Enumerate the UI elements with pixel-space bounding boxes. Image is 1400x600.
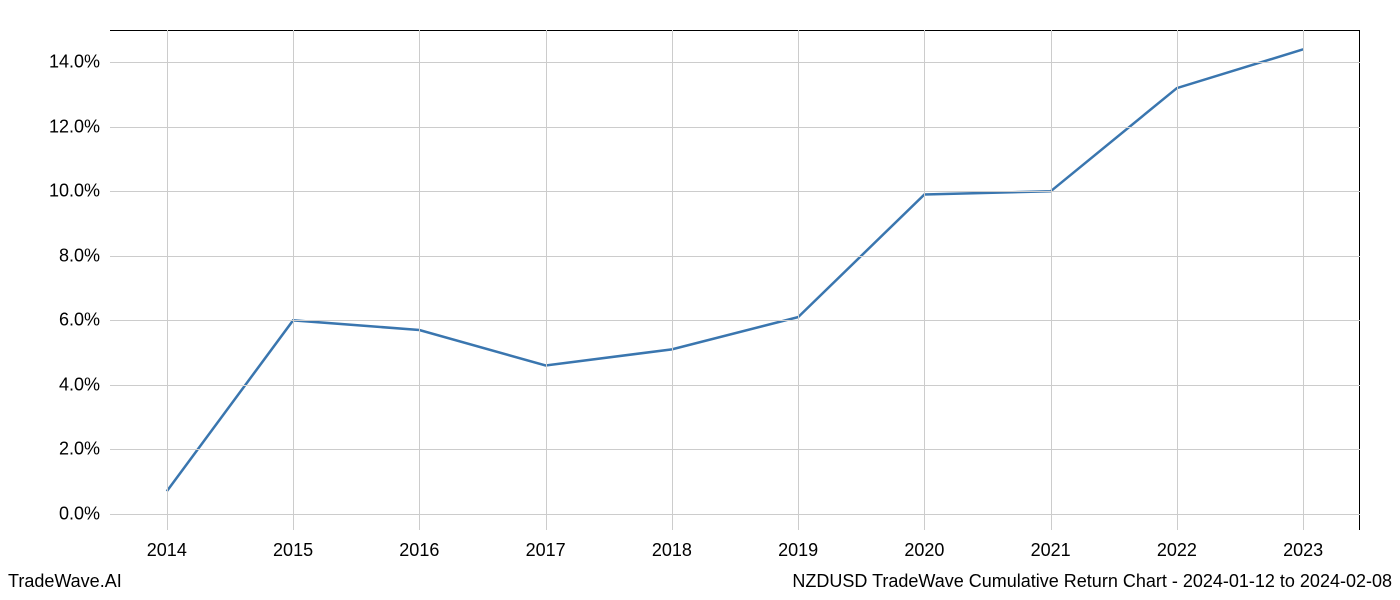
y-axis-tick-label: 8.0%: [20, 245, 100, 266]
footer-left-text: TradeWave.AI: [8, 571, 122, 592]
y-axis-tick-label: 6.0%: [20, 310, 100, 331]
grid-line-horizontal: [110, 191, 1360, 192]
x-axis-tick-label: 2019: [768, 540, 828, 561]
chart-plot-area: [110, 30, 1360, 530]
y-axis-tick-label: 0.0%: [20, 503, 100, 524]
y-axis-tick-label: 10.0%: [20, 181, 100, 202]
x-axis-tick-label: 2022: [1147, 540, 1207, 561]
grid-line-vertical: [546, 30, 547, 530]
grid-line-vertical: [798, 30, 799, 530]
x-axis-tick-label: 2016: [389, 540, 449, 561]
grid-line-vertical: [419, 30, 420, 530]
y-axis-tick-label: 2.0%: [20, 439, 100, 460]
x-axis-tick-label: 2014: [137, 540, 197, 561]
grid-line-horizontal: [110, 514, 1360, 515]
grid-line-horizontal: [110, 256, 1360, 257]
x-axis-tick-label: 2021: [1021, 540, 1081, 561]
grid-line-horizontal: [110, 385, 1360, 386]
y-axis-tick-label: 12.0%: [20, 116, 100, 137]
grid-line-horizontal: [110, 127, 1360, 128]
y-axis-tick-label: 14.0%: [20, 52, 100, 73]
x-axis-tick-label: 2015: [263, 540, 323, 561]
grid-line-vertical: [1303, 30, 1304, 530]
x-axis-tick-label: 2018: [642, 540, 702, 561]
grid-line-vertical: [924, 30, 925, 530]
grid-line-horizontal: [110, 449, 1360, 450]
grid-line-vertical: [1177, 30, 1178, 530]
grid-line-vertical: [167, 30, 168, 530]
line-svg: [110, 30, 1360, 530]
x-axis-tick-label: 2020: [894, 540, 954, 561]
grid-line-vertical: [1051, 30, 1052, 530]
x-axis-tick-label: 2017: [516, 540, 576, 561]
x-axis-tick-label: 2023: [1273, 540, 1333, 561]
grid-line-horizontal: [110, 320, 1360, 321]
grid-line-vertical: [293, 30, 294, 530]
grid-line-vertical: [672, 30, 673, 530]
footer-right-text: NZDUSD TradeWave Cumulative Return Chart…: [792, 571, 1392, 592]
grid-line-horizontal: [110, 62, 1360, 63]
data-line: [167, 49, 1303, 491]
y-axis-tick-label: 4.0%: [20, 374, 100, 395]
